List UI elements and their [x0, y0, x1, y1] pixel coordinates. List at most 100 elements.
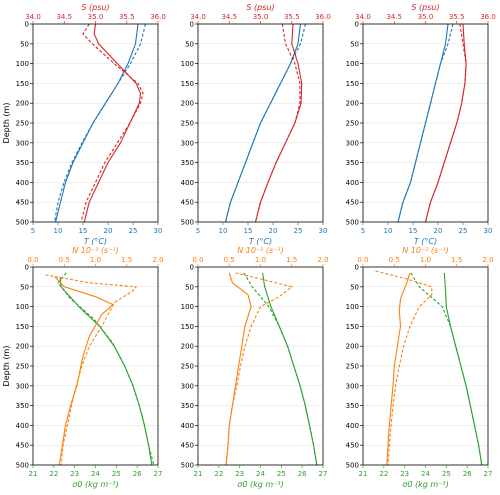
stratification-profile-dashed — [45, 274, 138, 466]
y-tick-label: 200 — [181, 100, 194, 108]
x-top-tick-label: 34.0 — [355, 13, 371, 21]
x-top-axis-label: N 10⁻² (s⁻¹) — [237, 246, 284, 255]
x-bottom-tick-label: 20 — [104, 227, 113, 235]
x-top-axis-label: N 10⁻² (s⁻¹) — [72, 246, 119, 255]
x-bottom-axis-label: σ0 (kg m⁻³) — [237, 480, 283, 489]
y-tick-label: 150 — [16, 323, 29, 331]
x-bottom-axis-label: T (°C) — [249, 237, 272, 246]
y-tick-label: 300 — [16, 382, 29, 390]
x-bottom-tick-label: 21 — [359, 470, 368, 478]
salinity-profile-dashed — [254, 23, 301, 223]
y-tick-label: 450 — [181, 442, 194, 450]
temperature-profile-solid — [224, 23, 302, 223]
y-tick-label: 50 — [350, 283, 359, 291]
x-bottom-tick-label: 21 — [29, 470, 38, 478]
x-bottom-tick-label: 5 — [196, 227, 200, 235]
y-tick-label: 300 — [346, 382, 359, 390]
stratification-profile-dashed — [225, 272, 294, 466]
x-bottom-axis-label: σ0 (kg m⁻³) — [402, 480, 448, 489]
y-tick-label: 150 — [346, 323, 359, 331]
x-top-tick-label: 34.0 — [25, 13, 41, 21]
y-tick-label: 450 — [16, 442, 29, 450]
y-tick-label: 350 — [181, 159, 194, 167]
stratification-profile-solid — [386, 272, 411, 466]
y-tick-label: 100 — [346, 303, 359, 311]
x-top-tick-label: 1.0 — [255, 256, 266, 264]
x-top-tick-label: 36.0 — [315, 13, 331, 21]
x-bottom-tick-label: 22 — [379, 470, 388, 478]
y-tick-label: 150 — [181, 80, 194, 88]
x-top-axis-label: S (psu) — [246, 3, 274, 12]
x-top-axis-label: S (psu) — [411, 3, 439, 12]
y-tick-label: 0 — [190, 21, 194, 29]
y-tick-label: 250 — [16, 363, 29, 371]
y-tick-label: 250 — [181, 120, 194, 128]
y-tick-label: 500 — [181, 219, 194, 227]
x-top-tick-label: 34.0 — [190, 13, 206, 21]
x-bottom-axis-label: T (°C) — [84, 237, 107, 246]
x-bottom-tick-label: 25 — [294, 227, 303, 235]
x-top-tick-label: 2.0 — [317, 256, 328, 264]
y-tick-label: 200 — [16, 100, 29, 108]
temperature-profile-dashed — [397, 23, 454, 223]
y-tick-label: 400 — [16, 179, 29, 187]
y-tick-label: 0 — [25, 21, 29, 29]
x-top-tick-label: 0.5 — [59, 256, 70, 264]
x-top-tick-label: 0.5 — [224, 256, 235, 264]
x-bottom-tick-label: 30 — [484, 227, 493, 235]
density-profile-dashed — [57, 272, 155, 466]
density-profile-solid — [59, 276, 153, 466]
density-profile-solid — [262, 272, 318, 466]
x-bottom-tick-label: 10 — [384, 227, 393, 235]
y-tick-label: 300 — [16, 139, 29, 147]
y-tick-label: 400 — [16, 422, 29, 430]
x-bottom-tick-label: 20 — [269, 227, 278, 235]
x-top-tick-label: 1.5 — [121, 256, 132, 264]
x-bottom-tick-label: 22 — [214, 470, 223, 478]
x-bottom-tick-label: 24 — [91, 470, 100, 478]
temperature-profile-dashed — [53, 23, 147, 223]
x-bottom-tick-label: 27 — [484, 470, 493, 478]
y-tick-label: 350 — [346, 159, 359, 167]
y-tick-label: 100 — [16, 303, 29, 311]
x-bottom-tick-label: 21 — [194, 470, 203, 478]
x-top-tick-label: 35.5 — [284, 13, 300, 21]
salinity-profile-dashed — [424, 23, 467, 223]
x-top-tick-label: 35.0 — [88, 13, 104, 21]
density-profile-dashed — [243, 272, 318, 466]
x-bottom-tick-label: 24 — [256, 470, 265, 478]
x-bottom-tick-label: 23 — [400, 470, 409, 478]
x-top-tick-label: 0.0 — [357, 256, 368, 264]
x-bottom-tick-label: 15 — [409, 227, 418, 235]
x-top-tick-label: 0.0 — [27, 256, 38, 264]
x-bottom-tick-label: 25 — [129, 227, 138, 235]
x-bottom-tick-label: 22 — [49, 470, 58, 478]
y-tick-label: 400 — [346, 422, 359, 430]
y-tick-label: 500 — [346, 219, 359, 227]
x-bottom-tick-label: 26 — [463, 470, 472, 478]
x-bottom-tick-label: 24 — [421, 470, 430, 478]
y-tick-label: 250 — [16, 120, 29, 128]
y-tick-label: 200 — [346, 100, 359, 108]
x-top-tick-label: 35.0 — [418, 13, 434, 21]
x-top-tick-label: 1.5 — [451, 256, 462, 264]
x-top-tick-label: 34.5 — [221, 13, 237, 21]
y-tick-label: 250 — [346, 120, 359, 128]
y-tick-label: 200 — [346, 343, 359, 351]
y-tick-label: 450 — [346, 199, 359, 207]
y-tick-label: 300 — [346, 139, 359, 147]
y-tick-label: 500 — [181, 462, 194, 470]
y-tick-label: 300 — [181, 139, 194, 147]
x-top-tick-label: 0.5 — [389, 256, 400, 264]
y-tick-label: 450 — [16, 199, 29, 207]
stratification-profile-dashed — [375, 270, 433, 466]
x-top-tick-label: 34.5 — [56, 13, 72, 21]
x-top-tick-label: 35.0 — [253, 13, 269, 21]
y-tick-label: 50 — [350, 40, 359, 48]
x-bottom-tick-label: 27 — [154, 470, 163, 478]
y-tick-label: 450 — [346, 442, 359, 450]
x-top-tick-label: 36.0 — [480, 13, 496, 21]
x-top-tick-label: 35.5 — [449, 13, 465, 21]
